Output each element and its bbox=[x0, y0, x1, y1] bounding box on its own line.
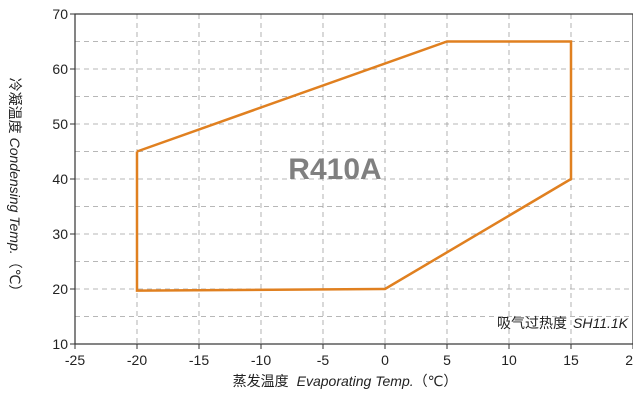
x-tick-label: 15 bbox=[563, 352, 579, 368]
x-tick-label: 10 bbox=[501, 352, 517, 368]
envelope-line bbox=[135, 40, 573, 292]
x-tick-label: -5 bbox=[317, 352, 330, 368]
x-tick-label: -10 bbox=[251, 352, 271, 368]
x-tick-label: -15 bbox=[189, 352, 209, 368]
y-tick-label: 70 bbox=[52, 6, 68, 22]
x-tick-labels: -25 -20 -15 -10 -5 0 5 10 15 20 bbox=[65, 352, 633, 368]
y-tick-labels: 10 20 30 40 50 60 70 bbox=[52, 6, 68, 352]
y-tick-label: 30 bbox=[52, 226, 68, 242]
y-tick-label: 50 bbox=[52, 116, 68, 132]
y-tick-label: 60 bbox=[52, 61, 68, 77]
x-tick-label: -25 bbox=[65, 352, 85, 368]
axis-ticks bbox=[70, 13, 633, 349]
y-tick-label: 10 bbox=[52, 336, 68, 352]
refrigerant-label: R410A bbox=[288, 153, 381, 186]
x-axis-title: 蒸发温度 Evaporating Temp.（℃） bbox=[233, 373, 458, 389]
y-axis-title: 冷凝温度Condensing Temp.（℃） bbox=[7, 78, 23, 299]
x-tick-label: -20 bbox=[127, 352, 147, 368]
y-tick-label: 20 bbox=[52, 281, 68, 297]
superheat-note: 吸气过热度 SH11.1K bbox=[497, 315, 629, 331]
x-tick-label: 5 bbox=[443, 352, 451, 368]
x-tick-label: 0 bbox=[381, 352, 389, 368]
y-tick-label: 40 bbox=[52, 171, 68, 187]
x-tick-label: 20 bbox=[625, 352, 633, 368]
